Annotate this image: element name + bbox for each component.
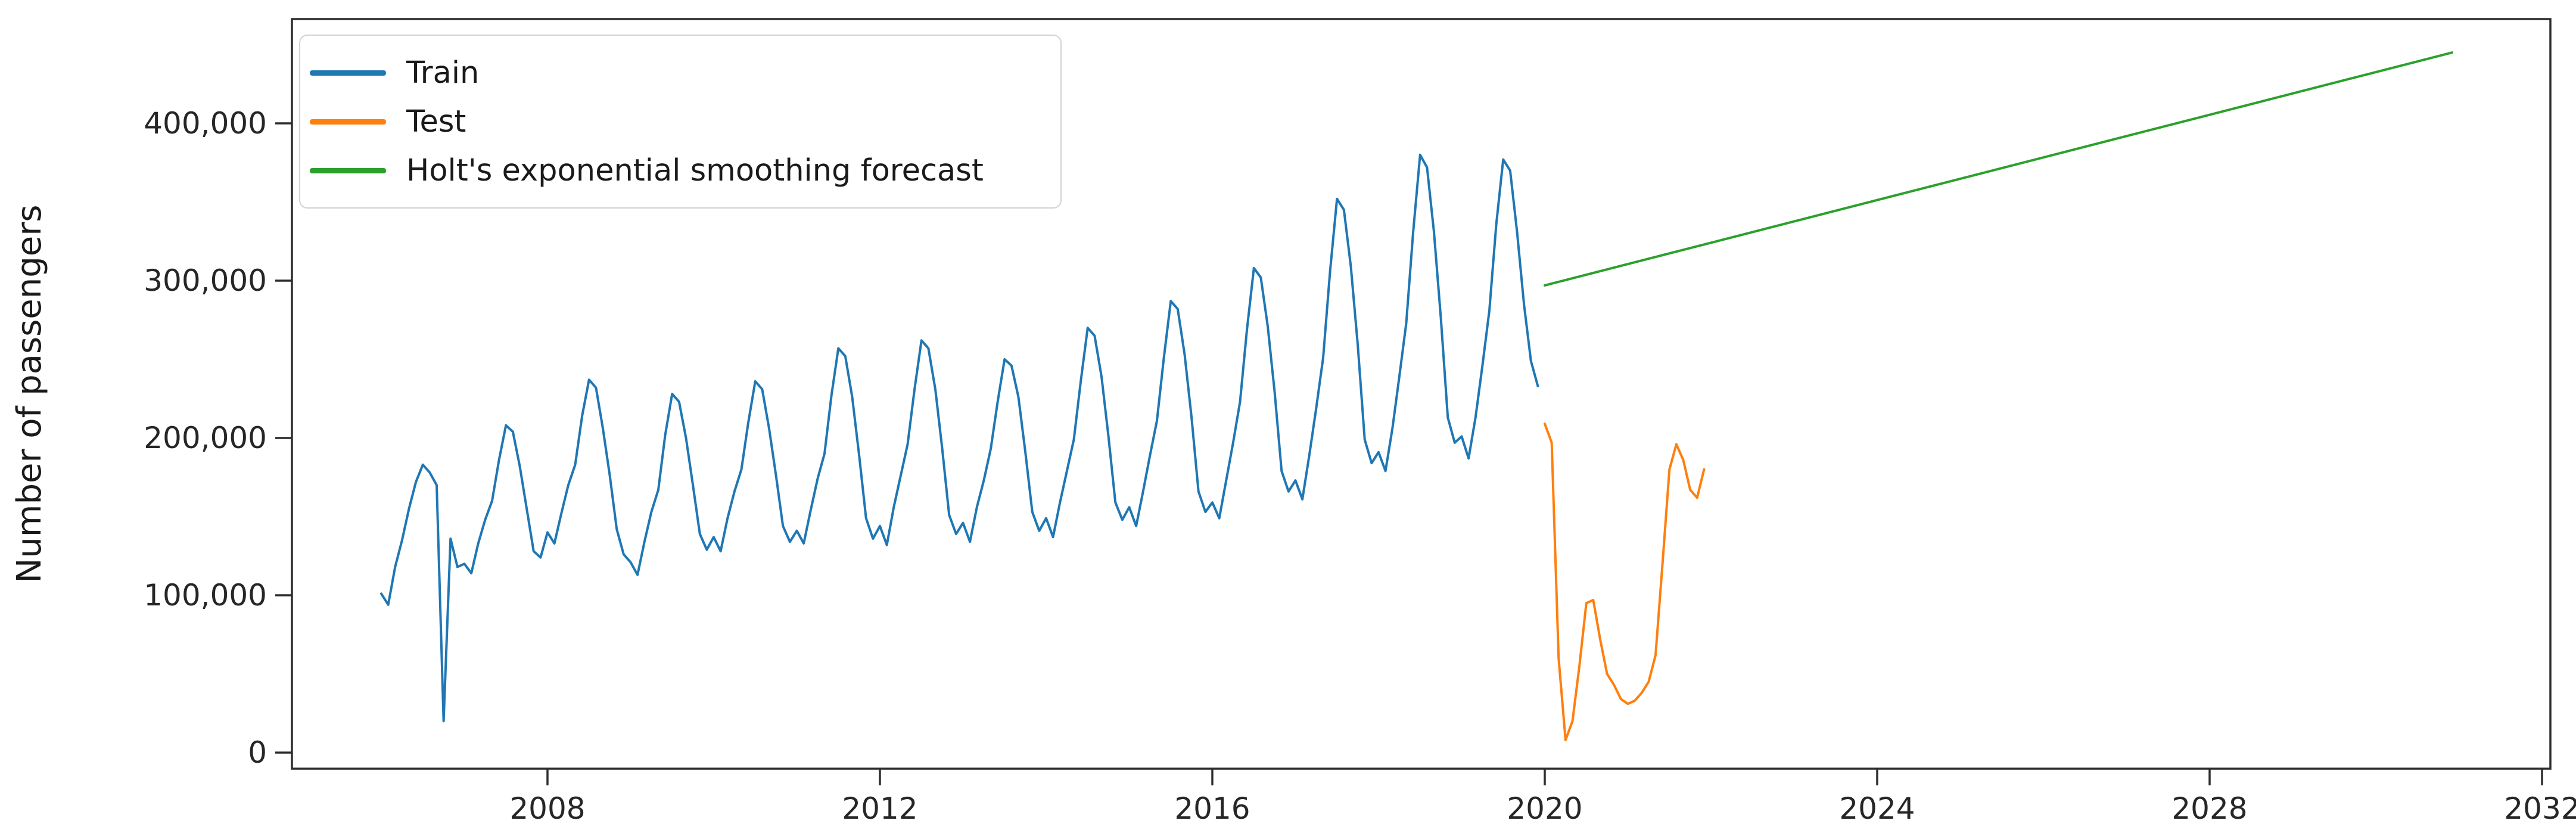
y-axis-title: Number of passengers (10, 205, 49, 583)
y-tick-label: 200,000 (144, 421, 267, 455)
y-tick-label: 100,000 (144, 578, 267, 613)
legend: Train Test Holt's exponential smoothing … (299, 35, 1062, 209)
legend-label-forecast: Holt's exponential smoothing forecast (406, 153, 984, 188)
forecast-line (1544, 51, 2453, 287)
legend-line-train-swatch (310, 70, 386, 76)
legend-item-test: Test (310, 100, 1040, 143)
series-layer (380, 51, 2453, 741)
x-tick-label: 2028 (2171, 791, 2247, 826)
y-tick-label: 400,000 (144, 106, 267, 141)
legend-line-forecast-swatch (310, 167, 386, 173)
x-tick-label: 2016 (1174, 791, 1250, 826)
legend-line-test-swatch (310, 119, 386, 125)
x-axis: 2008 2012 2016 2020 2024 2028 2032 (509, 769, 2576, 826)
x-tick-label: 2032 (2504, 791, 2576, 826)
x-tick-label: 2020 (1507, 791, 1582, 826)
legend-label-test: Test (406, 104, 466, 139)
y-tick-label: 0 (248, 735, 267, 770)
x-tick-label: 2024 (1839, 791, 1915, 826)
x-tick-label: 2008 (509, 791, 585, 826)
train-line (380, 153, 1539, 723)
legend-item-train: Train (310, 51, 1040, 94)
y-axis: 0 100,000 200,000 300,000 400,000 (144, 106, 292, 770)
plot-area-border (291, 18, 2552, 770)
legend-item-forecast: Holt's exponential smoothing forecast (310, 149, 1040, 192)
x-tick-label: 2012 (842, 791, 917, 826)
y-tick-label: 300,000 (144, 263, 267, 298)
legend-label-train: Train (406, 55, 480, 91)
test-line (1544, 422, 1706, 741)
